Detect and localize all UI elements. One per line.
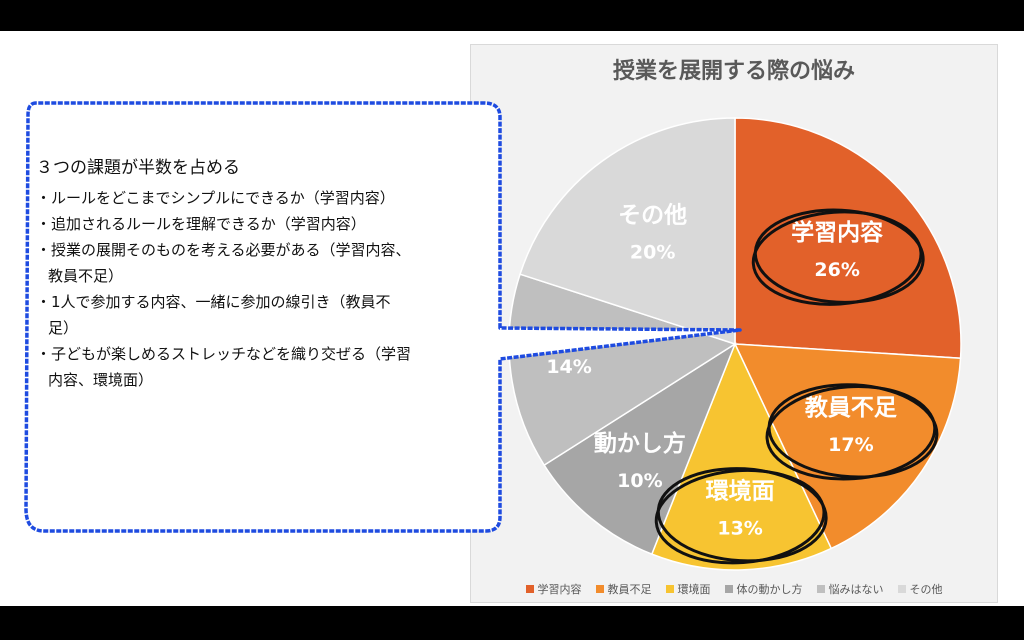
data-label-percent-3: 13% xyxy=(717,518,762,540)
slide: 授業を展開する際の悩み 学習内容 26% 教員不足 17% 環境面 13% 動かし方 10% 1… xyxy=(0,31,1024,606)
legend-swatch xyxy=(665,585,674,593)
data-label-name-2: 教員不足 xyxy=(805,394,897,421)
legend-swatch xyxy=(525,585,534,593)
callout-bullet: ・ルールをどこまでシンプルにできるか（学習内容） xyxy=(36,189,395,207)
callout-bullet-continuation: 内容、環境面） xyxy=(48,371,154,389)
callout-bullet: ・追加されるルールを理解できるか（学習内容） xyxy=(36,215,366,233)
legend-item-3: 環境面 xyxy=(665,581,711,597)
chart-panel: 授業を展開する際の悩み 学習内容 26% 教員不足 17% 環境面 13% 動かし方 10% 1… xyxy=(470,44,998,603)
callout-text: ３つの課題が半数を占める ・ルールをどこまでシンプルにできるか（学習内容） ・追加… xyxy=(36,155,496,393)
legend-swatch xyxy=(897,585,906,593)
data-label-percent-1: 26% xyxy=(814,259,859,281)
callout-bullet-list: ・ルールをどこまでシンプルにできるか（学習内容） ・追加されるルールを理解できるか… xyxy=(36,185,496,393)
data-label-name-1: 学習内容 xyxy=(791,219,883,246)
highlight-circle-2 xyxy=(765,383,939,481)
legend-swatch xyxy=(816,585,825,593)
legend-swatch xyxy=(595,585,604,593)
callout-bullet-continuation: 足） xyxy=(48,319,79,337)
callout-bullet: ・授業の展開そのものを考える必要がある（学習内容、 xyxy=(36,241,411,259)
legend-label: 環境面 xyxy=(677,583,711,596)
legend-label: 学習内容 xyxy=(537,583,582,596)
data-label-percent-4: 10% xyxy=(617,470,662,492)
data-label-name-4: 動かし方 xyxy=(594,430,686,457)
legend-label: 体の動かし方 xyxy=(736,583,803,596)
callout-bullet-continuation: 教員不足） xyxy=(48,267,124,285)
legend-item-6: その他 xyxy=(897,581,943,597)
legend-item-2: 教員不足 xyxy=(595,581,652,597)
callout-heading: ３つの課題が半数を占める xyxy=(36,158,240,178)
data-label-name-3: 環境面 xyxy=(706,478,775,505)
pie-chart: 学習内容 26% 教員不足 17% 環境面 13% 動かし方 10% 14% その他 20% xyxy=(508,117,962,571)
callout-bullet: ・1人で参加する内容、一緒に参加の線引き（教員不 xyxy=(36,293,391,311)
data-label-name-6: その他 xyxy=(618,203,687,229)
legend-label: 教員不足 xyxy=(607,583,652,596)
highlight-circle-1 xyxy=(751,208,925,306)
legend-item-1: 学習内容 xyxy=(525,581,582,597)
legend-item-4: 体の動かし方 xyxy=(724,581,803,597)
chart-legend: 学習内容 教員不足 環境面 体の動かし方 悩みはない その他 xyxy=(471,581,997,597)
legend-item-5: 悩みはない xyxy=(816,581,884,597)
data-label-percent-5: 14% xyxy=(546,356,591,378)
legend-swatch xyxy=(724,585,733,593)
callout-bullet: ・子どもが楽しめるストレッチなどを織り交ぜる（学習 xyxy=(36,345,412,363)
chart-title: 授業を展開する際の悩み xyxy=(612,59,855,84)
legend-label: 悩みはない xyxy=(828,583,884,596)
data-label-percent-2: 17% xyxy=(828,434,873,456)
legend-label: その他 xyxy=(909,583,943,596)
data-label-percent-6: 20% xyxy=(630,242,675,264)
